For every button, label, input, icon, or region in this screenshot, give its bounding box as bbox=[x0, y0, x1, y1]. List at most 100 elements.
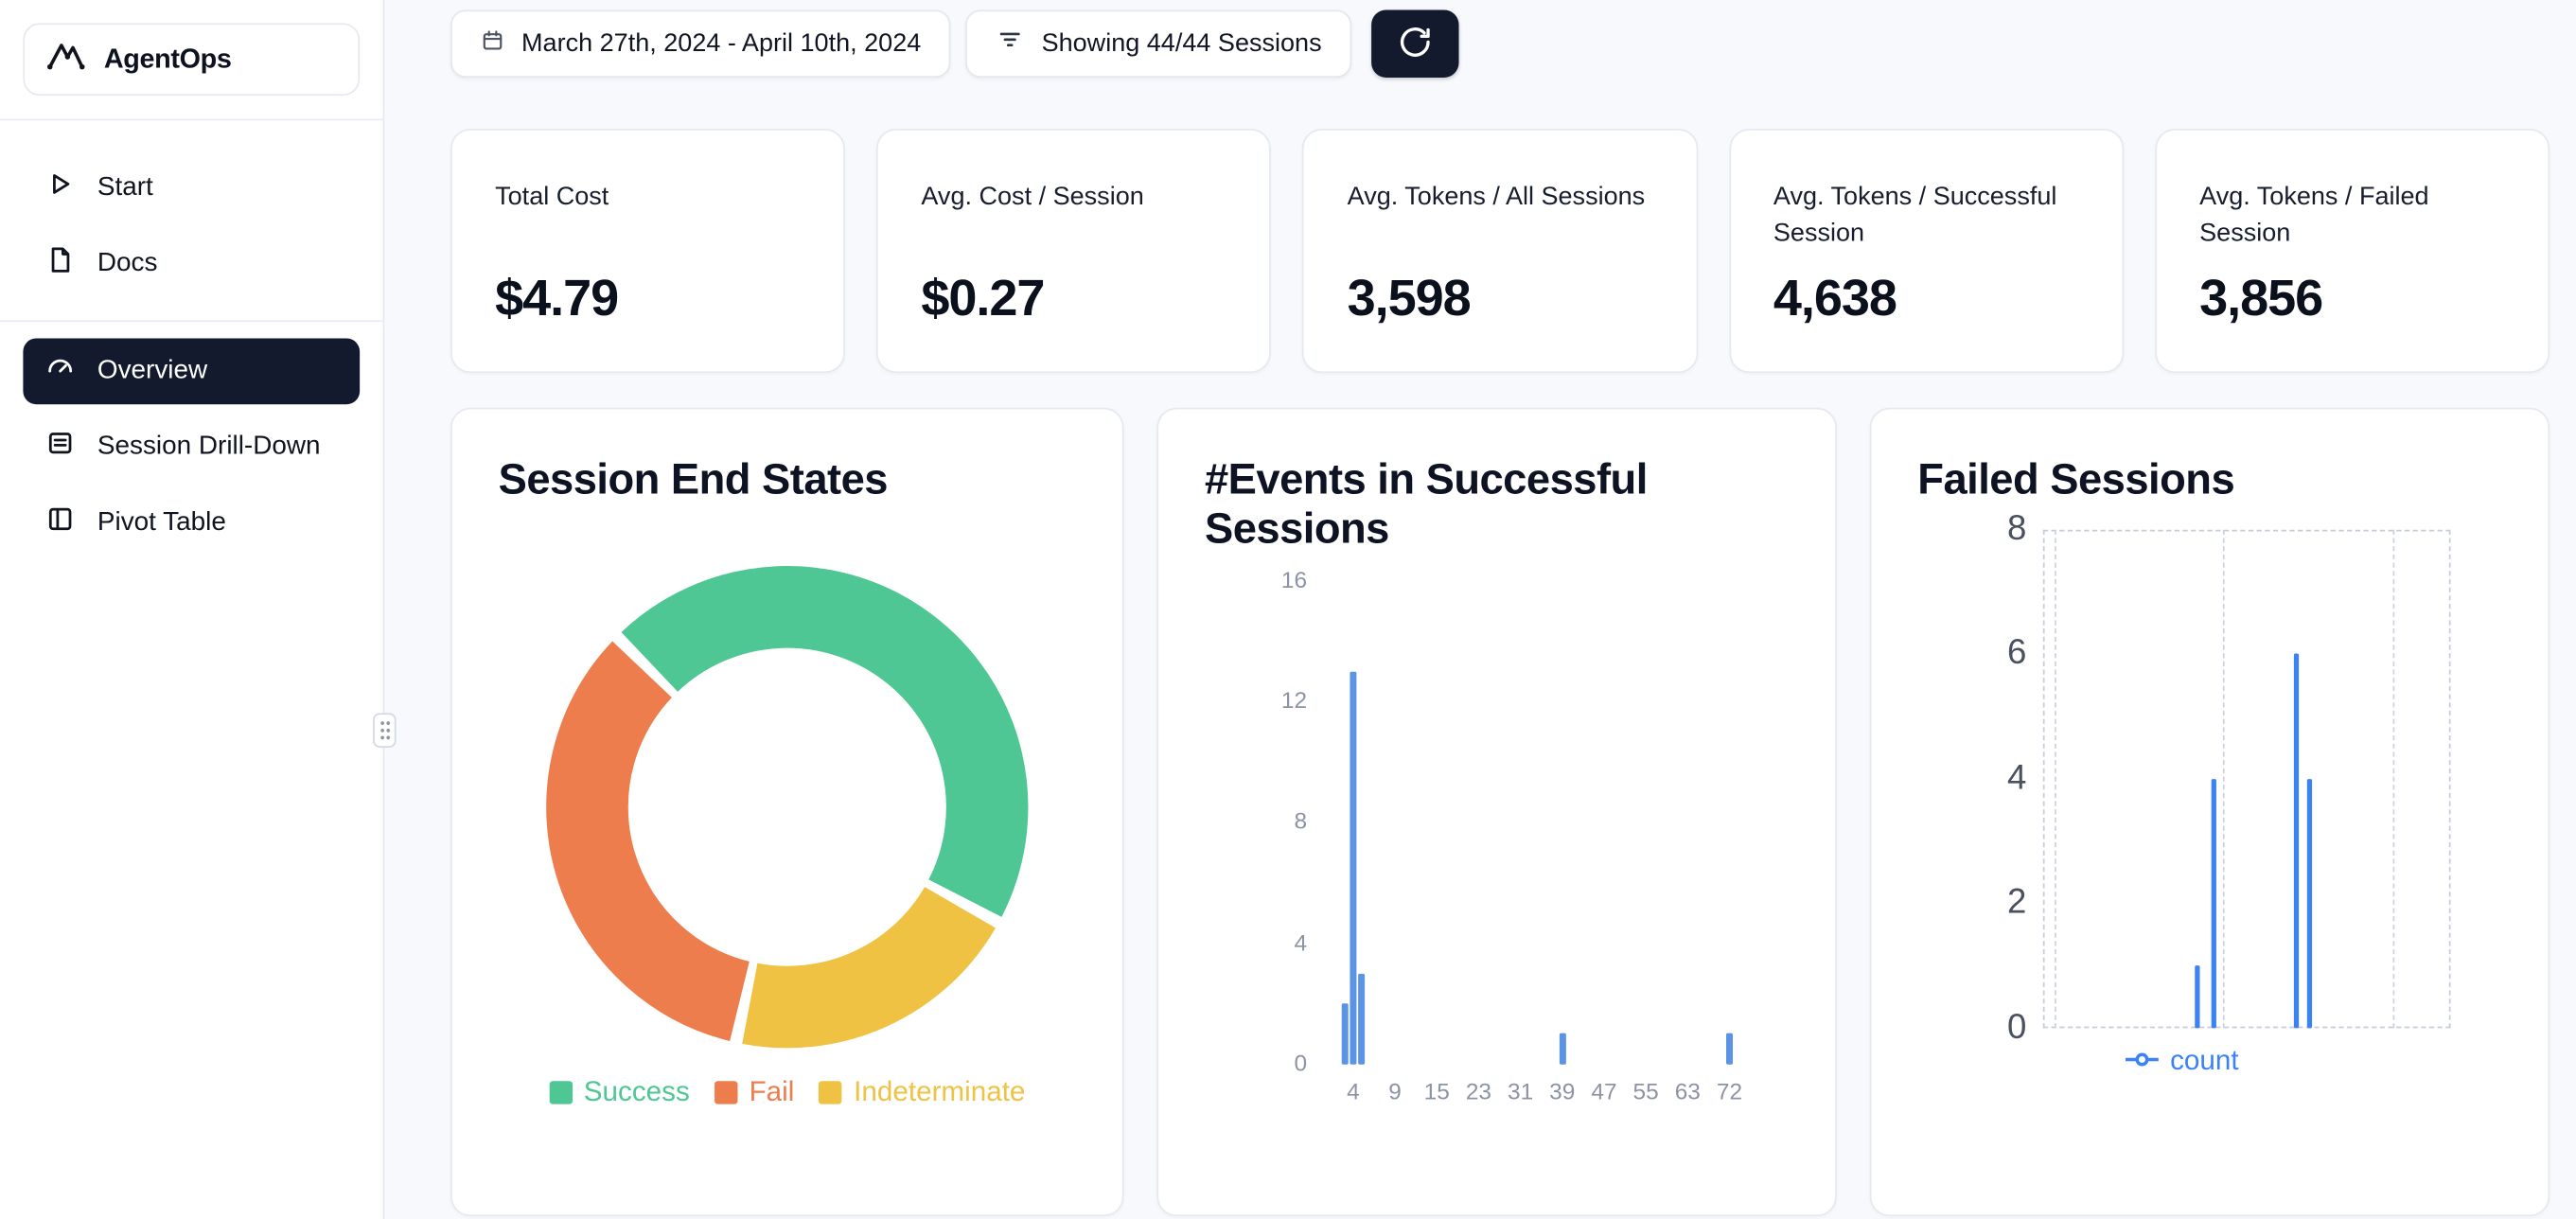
stat-card-avg-tokens-failed: Avg. Tokens / Failed Session 3,856 bbox=[2155, 129, 2550, 374]
plot-area bbox=[2042, 529, 2451, 1029]
play-icon bbox=[44, 168, 76, 208]
stat-card-avg-tokens-all: Avg. Tokens / All Sessions 3,598 bbox=[1302, 129, 1698, 374]
x-axis-tick-label: 23 bbox=[1465, 1077, 1492, 1104]
pivot-icon bbox=[44, 504, 76, 543]
x-axis-tick-label: 39 bbox=[1549, 1077, 1576, 1104]
legend-label: Success bbox=[583, 1075, 690, 1107]
sidebar-views-nav: Overview Session Drill-Down bbox=[23, 338, 361, 556]
stat-value: 4,638 bbox=[1773, 269, 1897, 327]
main-content: March 27th, 2024 - April 10th, 2024 Show… bbox=[384, 0, 2576, 1219]
donut-chart bbox=[499, 561, 1076, 1053]
gauge-icon bbox=[44, 351, 76, 391]
sidebar: AgentOps Start Docs bbox=[0, 0, 385, 1219]
y-axis-tick-label: 4 bbox=[1294, 928, 1308, 955]
gridline bbox=[2393, 529, 2395, 1029]
chart-title: #Events in Successful Sessions bbox=[1204, 453, 1648, 553]
stat-label: Avg. Tokens / Successful Session bbox=[1773, 183, 2057, 249]
chart-title: Session End States bbox=[498, 453, 889, 504]
sidebar-primary-nav: Start Docs bbox=[23, 155, 360, 297]
y-axis-tick-label: 16 bbox=[1280, 565, 1308, 592]
count-spike bbox=[2307, 778, 2313, 1029]
gridline bbox=[2055, 529, 2057, 1029]
stat-value: 3,598 bbox=[1347, 269, 1472, 327]
list-icon bbox=[44, 428, 76, 468]
histogram-bar bbox=[1341, 1003, 1349, 1065]
y-axis-tick-label: 12 bbox=[1280, 686, 1308, 714]
stat-card-avg-cost-session: Avg. Cost / Session $0.27 bbox=[876, 129, 1272, 374]
stat-value: $4.79 bbox=[495, 269, 619, 327]
stat-value: 3,856 bbox=[2199, 269, 2323, 327]
x-axis-tick-label: 55 bbox=[1632, 1077, 1659, 1104]
sidebar-item-session-drill-down[interactable]: Session Drill-Down bbox=[23, 415, 360, 481]
sidebar-item-pivot-table[interactable]: Pivot Table bbox=[23, 490, 360, 556]
session-filter-button[interactable]: Showing 44/44 Sessions bbox=[965, 9, 1352, 78]
donut-slice-fail bbox=[546, 641, 750, 1041]
stat-card-total-cost: Total Cost $4.79 bbox=[450, 129, 846, 374]
x-axis-tick-label: 9 bbox=[1388, 1077, 1402, 1104]
stat-value: $0.27 bbox=[921, 269, 1045, 327]
chart-legend: count bbox=[2126, 1045, 2239, 1078]
charts-row: Session End States Success Fail Indetermin… bbox=[450, 407, 2550, 1217]
sidebar-item-label: Docs bbox=[97, 249, 158, 277]
count-spike bbox=[2195, 965, 2201, 1029]
stat-label: Avg. Tokens / All Sessions bbox=[1347, 183, 1646, 212]
y-axis-tick-label: 2 bbox=[2007, 883, 2027, 922]
calendar-icon bbox=[480, 27, 504, 61]
legend-label: Fail bbox=[749, 1075, 795, 1107]
y-axis-tick-label: 8 bbox=[2007, 509, 2027, 548]
legend-swatch-icon bbox=[549, 1080, 573, 1104]
donut-legend: Success Fail Indeterminate bbox=[499, 1076, 1076, 1109]
sidebar-item-start[interactable]: Start bbox=[23, 155, 360, 221]
legend-item-success: Success bbox=[549, 1076, 690, 1109]
stat-label: Total Cost bbox=[495, 183, 609, 212]
sidebar-resize-handle[interactable] bbox=[373, 713, 397, 748]
legend-label: Indeterminate bbox=[854, 1075, 1026, 1107]
stat-label: Avg. Tokens / Failed Session bbox=[2199, 183, 2429, 249]
x-axis-tick-label: 31 bbox=[1508, 1077, 1534, 1104]
session-filter-label: Showing 44/44 Sessions bbox=[1041, 28, 1322, 58]
failed-sessions-card: Failed Sessions 0 2 4 6 8 count bbox=[1869, 407, 2550, 1217]
app-logo[interactable]: AgentOps bbox=[23, 23, 361, 97]
toolbar: March 27th, 2024 - April 10th, 2024 Show… bbox=[450, 9, 2550, 78]
date-range-label: March 27th, 2024 - April 10th, 2024 bbox=[521, 28, 922, 58]
sidebar-item-label: Overview bbox=[97, 356, 208, 385]
stats-row: Total Cost $4.79 Avg. Cost / Session $0.… bbox=[450, 129, 2550, 374]
legend-item-fail: Fail bbox=[714, 1075, 795, 1109]
y-axis-tick-label: 8 bbox=[1294, 807, 1308, 835]
count-spike bbox=[2293, 654, 2299, 1029]
histogram-bar bbox=[1358, 973, 1366, 1065]
date-range-button[interactable]: March 27th, 2024 - April 10th, 2024 bbox=[450, 9, 951, 78]
histogram-bar bbox=[1559, 1034, 1566, 1065]
sidebar-item-overview[interactable]: Overview bbox=[23, 338, 361, 405]
grip-dots-icon bbox=[379, 719, 391, 741]
y-axis-tick-label: 6 bbox=[2007, 634, 2027, 673]
legend-swatch-icon bbox=[714, 1080, 738, 1104]
line-marker-icon bbox=[2126, 1045, 2159, 1078]
legend-swatch-icon bbox=[819, 1080, 842, 1104]
session-end-states-card: Session End States Success Fail Indetermin… bbox=[450, 407, 1124, 1217]
refresh-icon bbox=[1398, 24, 1433, 63]
filter-icon bbox=[996, 25, 1025, 62]
sidebar-divider bbox=[0, 118, 383, 121]
legend-item-indeterminate: Indeterminate bbox=[819, 1075, 1026, 1109]
chart-title: Failed Sessions bbox=[1917, 453, 2235, 504]
refresh-button[interactable] bbox=[1370, 9, 1459, 78]
x-axis-tick-label: 4 bbox=[1347, 1077, 1360, 1104]
y-axis-tick-label: 0 bbox=[1294, 1049, 1308, 1076]
donut-slice-indeterminate bbox=[742, 886, 996, 1049]
events-histogram-card: #Events in Successful Sessions 0 4 8 12 16 4 9… bbox=[1156, 407, 1837, 1217]
x-axis-tick-label: 47 bbox=[1591, 1077, 1617, 1104]
events-bar-chart: 0 4 8 12 16 4 9 15 23 31 39 47 55 63 72 bbox=[1205, 566, 1789, 1115]
docs-icon bbox=[44, 244, 76, 284]
sidebar-item-label: Start bbox=[97, 173, 153, 202]
sidebar-item-docs[interactable]: Docs bbox=[23, 231, 360, 297]
app-title: AgentOps bbox=[103, 44, 232, 74]
sidebar-item-label: Session Drill-Down bbox=[97, 432, 321, 461]
donut-slice-success bbox=[621, 565, 1029, 917]
y-axis-tick-label: 0 bbox=[2007, 1008, 2027, 1047]
x-axis-tick-label: 15 bbox=[1423, 1077, 1450, 1104]
stat-card-avg-tokens-successful: Avg. Tokens / Successful Session 4,638 bbox=[1728, 129, 2124, 374]
histogram-bar bbox=[1726, 1034, 1733, 1065]
count-spike bbox=[2212, 778, 2217, 1029]
histogram-bar bbox=[1350, 671, 1357, 1065]
